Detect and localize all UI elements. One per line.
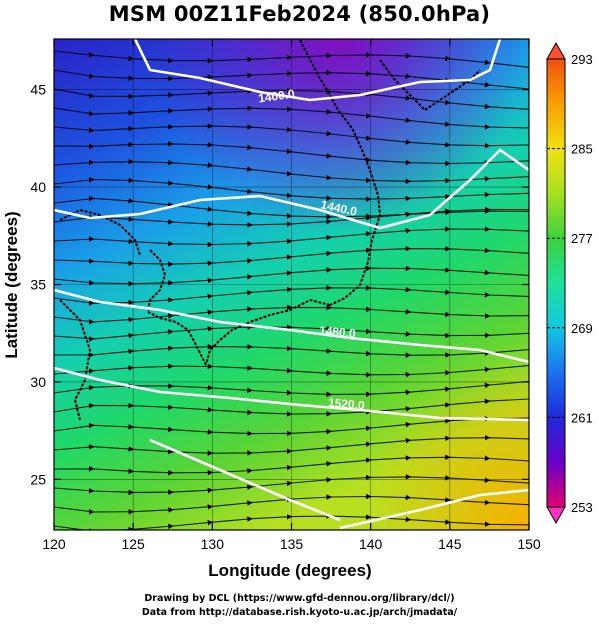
colorbar-tick-label: 293	[571, 52, 593, 67]
x-tick-label: 145	[438, 536, 462, 552]
contours	[54, 39, 529, 530]
x-tick-label: 125	[121, 536, 145, 552]
streamline	[54, 50, 529, 68]
streamline	[54, 324, 529, 342]
y-tick-label: 25	[30, 471, 46, 487]
page-title: MSM 00Z11Feb2024 (850.0hPa)	[108, 2, 491, 26]
colorbar-bar	[546, 58, 566, 508]
credit-line-1: Drawing by DCL (https://www.gfd-dennou.o…	[144, 593, 455, 604]
y-tick-label: 30	[30, 374, 46, 390]
x-tick-label: 130	[201, 536, 225, 552]
colorbar-tick-label: 277	[571, 231, 593, 246]
x-axis-label: Longitude (degrees)	[208, 561, 371, 580]
streamline	[54, 226, 529, 248]
streamline	[54, 434, 529, 456]
colorbar-bottom-arrow	[546, 506, 566, 525]
streamline	[54, 245, 529, 267]
streamline	[54, 474, 529, 496]
colorbar-tick-label: 285	[571, 142, 593, 157]
y-tick-label: 40	[30, 179, 46, 195]
x-tick-label: 140	[359, 536, 383, 552]
streamline	[54, 285, 529, 306]
x-tick-label: 120	[42, 536, 66, 552]
colorbar-tick-label: 261	[571, 410, 593, 425]
y-axis: 25 30 35 40 45	[30, 82, 529, 487]
x-tick-label: 150	[517, 536, 541, 552]
credit-line-2: Data from http://database.rish.kyoto-u.a…	[141, 607, 458, 618]
contour-label: 1400.0	[257, 87, 296, 106]
colorbar-tick-label: 253	[571, 500, 593, 515]
contour-label: 1480.0	[318, 323, 356, 340]
colorbar: 293 285 277 269 261 253	[546, 41, 593, 525]
streamline	[54, 206, 529, 228]
streamline	[54, 265, 529, 287]
y-axis-label: Latitude (degrees)	[2, 211, 21, 358]
x-axis: 120 125 130 135 140 145 150	[42, 39, 541, 552]
streamline	[54, 398, 529, 417]
x-tick-label: 135	[280, 536, 304, 552]
y-tick-label: 35	[30, 277, 46, 293]
streamline	[54, 304, 529, 325]
colorbar-tick-label: 269	[571, 321, 593, 336]
streamline	[54, 343, 529, 358]
colorbar-top-arrow	[546, 41, 566, 60]
streamline	[54, 363, 529, 378]
streamline	[54, 416, 529, 437]
streamline	[54, 87, 529, 110]
y-tick-label: 45	[30, 82, 46, 98]
streamline	[54, 493, 529, 515]
streamline	[54, 454, 529, 476]
wind-streamlines	[54, 50, 529, 530]
contour-label: 1520.0	[327, 395, 365, 412]
map-field	[54, 39, 529, 530]
